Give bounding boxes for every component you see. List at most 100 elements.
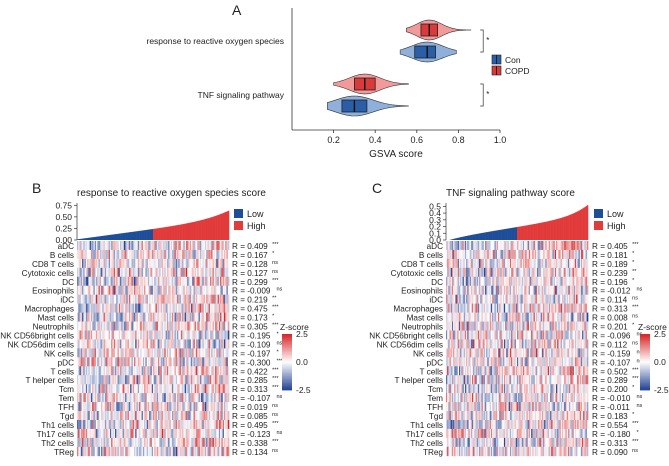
heat-cell xyxy=(126,276,129,287)
heat-cell xyxy=(94,446,97,457)
heat-cell xyxy=(548,276,551,287)
heat-cell xyxy=(223,267,226,278)
heat-cell xyxy=(177,249,179,260)
heat-cell xyxy=(197,312,199,322)
heat-cell xyxy=(183,437,186,448)
heat-cell xyxy=(564,339,566,349)
heat-cell xyxy=(457,241,460,251)
heat-cell xyxy=(203,366,206,376)
heat-cell xyxy=(482,348,485,358)
heat-cell xyxy=(520,258,523,269)
heat-cell xyxy=(539,249,542,260)
heat-cell xyxy=(498,357,500,367)
x-tick-label: 0.6 xyxy=(411,135,424,145)
score-bar xyxy=(151,229,154,240)
heat-cell xyxy=(139,375,141,385)
heat-cell xyxy=(552,303,555,313)
heat-cell xyxy=(527,339,530,349)
heat-cell xyxy=(450,312,453,322)
heat-cell xyxy=(515,258,518,269)
heat-cell xyxy=(212,312,215,322)
heat-cell xyxy=(101,312,103,322)
heat-cell xyxy=(585,276,588,287)
heat-cell xyxy=(104,428,107,439)
heat-cell xyxy=(99,348,102,358)
heat-cell xyxy=(126,366,129,376)
heat-cell xyxy=(174,375,177,385)
heat-cell xyxy=(89,276,92,287)
heat-cell xyxy=(482,303,485,313)
heat-cell xyxy=(115,276,117,287)
heat-cell xyxy=(123,303,126,313)
heat-cell xyxy=(137,420,140,430)
heat-cell xyxy=(184,249,187,260)
heat-cell xyxy=(576,330,578,340)
score-bar xyxy=(125,232,127,240)
heat-cell xyxy=(112,348,115,358)
heat-cell xyxy=(180,411,183,421)
heat-cell xyxy=(223,321,226,331)
heat-cell xyxy=(178,446,180,457)
heat-cell xyxy=(464,249,467,260)
heat-cell xyxy=(474,330,476,340)
heat-cell xyxy=(544,357,546,367)
heat-cell xyxy=(89,303,92,313)
heat-cell xyxy=(102,384,104,394)
heat-cell xyxy=(467,276,469,287)
heat-cell xyxy=(169,267,172,278)
heat-cell xyxy=(117,375,120,385)
heat-cell xyxy=(206,339,208,349)
heat-cell xyxy=(161,348,164,358)
heat-cell xyxy=(89,366,92,376)
heat-cell xyxy=(578,321,581,331)
heat-cell xyxy=(526,285,528,296)
heat-cell xyxy=(579,330,582,340)
heat-cell xyxy=(533,312,536,322)
heat-cell xyxy=(84,276,87,287)
heat-cell xyxy=(453,285,455,296)
heat-cell xyxy=(199,312,202,322)
heat-cell xyxy=(156,267,159,278)
heat-cell xyxy=(109,339,112,349)
row-significance: *** xyxy=(272,385,279,391)
heat-cell xyxy=(83,303,85,313)
heat-cell xyxy=(103,241,106,251)
heat-cell xyxy=(142,249,145,260)
heat-cell xyxy=(572,348,575,358)
heat-cell xyxy=(500,330,502,340)
heat-cell xyxy=(446,339,448,349)
score-bar xyxy=(199,220,202,240)
heat-cell xyxy=(462,258,465,269)
heat-cell xyxy=(89,348,92,358)
heat-cell xyxy=(184,402,187,412)
heat-cell xyxy=(227,258,230,269)
heat-cell xyxy=(85,446,88,457)
heat-cell xyxy=(147,420,150,430)
heat-cell xyxy=(512,285,514,296)
heat-cell xyxy=(161,294,164,304)
heat-cell xyxy=(164,241,167,251)
heat-cell xyxy=(146,330,149,340)
heat-cell xyxy=(107,357,110,367)
heat-cell xyxy=(472,241,474,251)
heat-cell xyxy=(539,294,542,304)
heat-cell xyxy=(520,294,523,304)
heat-cell xyxy=(101,411,103,421)
heat-cell xyxy=(183,330,186,340)
heat-cell xyxy=(211,258,213,269)
heat-cell xyxy=(87,393,89,403)
heat-cell xyxy=(178,402,180,412)
heat-cell xyxy=(175,348,178,358)
heat-cell xyxy=(221,303,224,313)
heat-cell xyxy=(488,267,491,278)
heat-cell xyxy=(477,267,480,278)
heat-cell xyxy=(115,366,117,376)
heat-cell xyxy=(159,321,161,331)
heat-cell xyxy=(565,294,568,304)
heat-cell xyxy=(83,339,85,349)
heat-cell xyxy=(453,241,455,251)
heat-cell xyxy=(502,294,505,304)
heat-cell xyxy=(182,294,184,304)
legend-label-copd: COPD xyxy=(505,66,530,76)
